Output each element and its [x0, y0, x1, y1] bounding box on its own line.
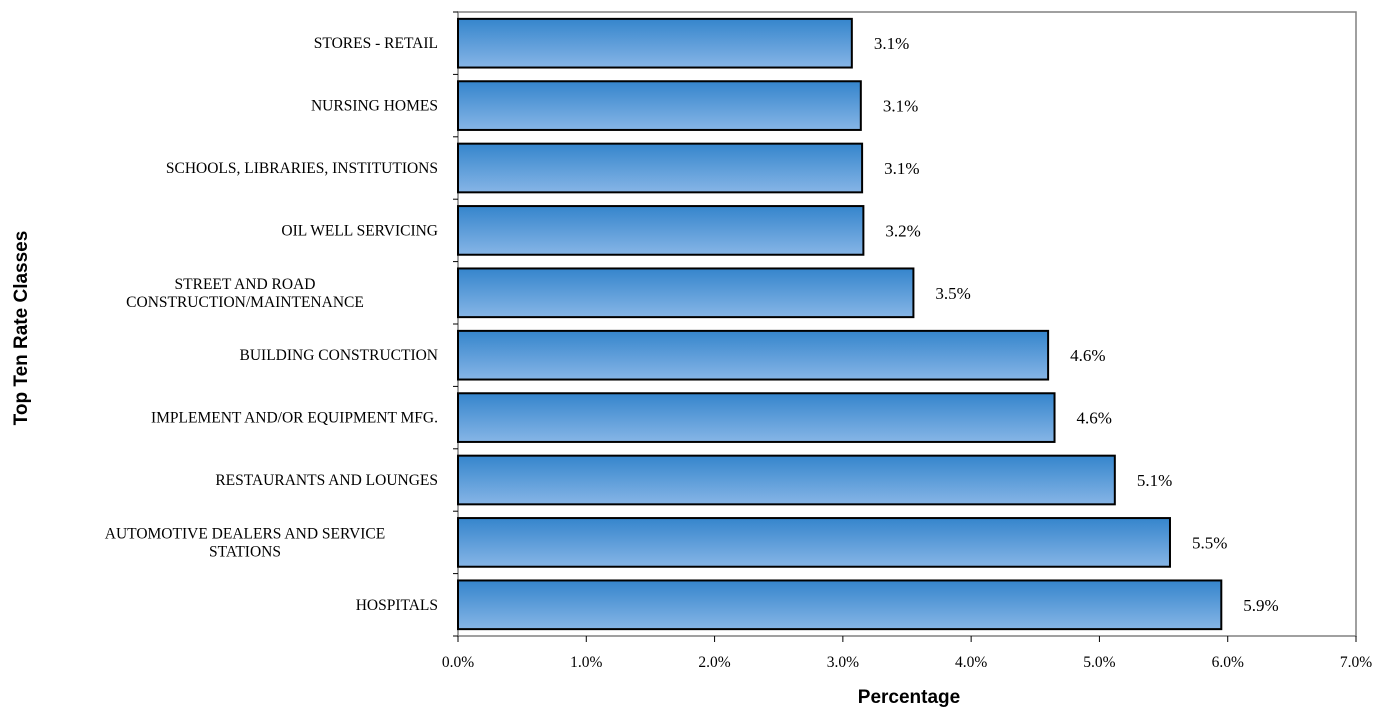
category-label-line: HOSPITALS — [356, 597, 438, 614]
category-label: STREET AND ROAD CONSTRUCTION/MAINTENANCE — [126, 276, 364, 311]
category-label: HOSPITALS — [356, 597, 438, 614]
category-label: BUILDING CONSTRUCTION — [240, 347, 438, 364]
x-tick-label: 1.0% — [570, 654, 602, 671]
data-label: 5.9% — [1243, 596, 1278, 615]
x-tick-label: 3.0% — [827, 654, 859, 671]
data-label: 3.2% — [885, 221, 920, 240]
data-label: 3.1% — [883, 97, 918, 116]
category-label-line: BUILDING CONSTRUCTION — [240, 347, 438, 364]
bar — [457, 205, 865, 256]
category-label-line: OIL WELL SERVICING — [281, 222, 438, 239]
plot-area — [453, 11, 1357, 637]
data-label: 3.5% — [935, 284, 970, 303]
data-label: 5.5% — [1192, 533, 1227, 552]
bar — [457, 579, 1223, 631]
x-axis-title: Percentage — [858, 687, 960, 708]
x-tick-label: 6.0% — [1212, 654, 1244, 671]
category-label-line: CONSTRUCTION/MAINTENANCE — [126, 294, 364, 311]
category-labels: STORES - RETAIL NURSING HOMES SCHOOLS, LIB… — [105, 35, 438, 614]
y-axis-title: Top Ten Rate Classes — [11, 231, 32, 426]
category-label-line: NURSING HOMES — [311, 98, 438, 115]
data-label: 4.6% — [1077, 409, 1112, 428]
data-label: 3.1% — [874, 34, 909, 53]
category-label: NURSING HOMES — [311, 98, 438, 115]
data-label: 4.6% — [1070, 346, 1105, 365]
bar — [457, 454, 1116, 506]
bar — [457, 392, 1056, 443]
category-label: STORES - RETAIL — [314, 35, 438, 52]
data-label: 5.1% — [1137, 471, 1172, 490]
category-label-line: STORES - RETAIL — [314, 35, 438, 52]
category-label-line: STREET AND ROAD — [175, 276, 316, 293]
bar — [457, 329, 1050, 381]
category-label-line: SCHOOLS, LIBRARIES, INSTITUTIONS — [166, 160, 438, 177]
bar — [457, 517, 1171, 568]
x-tick-label: 5.0% — [1083, 654, 1115, 671]
category-label-line: AUTOMOTIVE DEALERS AND SERVICE — [105, 525, 385, 542]
category-label: SCHOOLS, LIBRARIES, INSTITUTIONS — [166, 160, 438, 177]
bars-group — [457, 17, 1223, 631]
bar — [457, 17, 853, 69]
x-tick-label: 7.0% — [1340, 654, 1372, 671]
bar — [457, 142, 864, 194]
bar — [457, 267, 915, 319]
data-labels: 3.1% 3.1% 3.1% 3.2% 3.5% 4.6% 4.6% 5.1% 5.5% 5.9% — [874, 34, 1279, 615]
category-label-line: IMPLEMENT AND/OR EQUIPMENT MFG. — [151, 410, 438, 427]
category-label: IMPLEMENT AND/OR EQUIPMENT MFG. — [151, 410, 438, 427]
category-label: OIL WELL SERVICING — [281, 222, 438, 239]
category-label: RESTAURANTS AND LOUNGES — [215, 472, 438, 489]
x-tick-label: 2.0% — [698, 654, 730, 671]
data-label: 3.1% — [884, 159, 919, 178]
x-axis: 0.0% 1.0% 2.0% 3.0% 4.0% 5.0% 6.0% 7.0% — [442, 636, 1372, 671]
bar — [457, 80, 862, 131]
x-tick-label: 4.0% — [955, 654, 987, 671]
category-label-line: RESTAURANTS AND LOUNGES — [215, 472, 438, 489]
category-label-line: STATIONS — [209, 543, 281, 560]
x-tick-label: 0.0% — [442, 654, 474, 671]
category-label: AUTOMOTIVE DEALERS AND SERVICE STATIONS — [105, 525, 385, 560]
